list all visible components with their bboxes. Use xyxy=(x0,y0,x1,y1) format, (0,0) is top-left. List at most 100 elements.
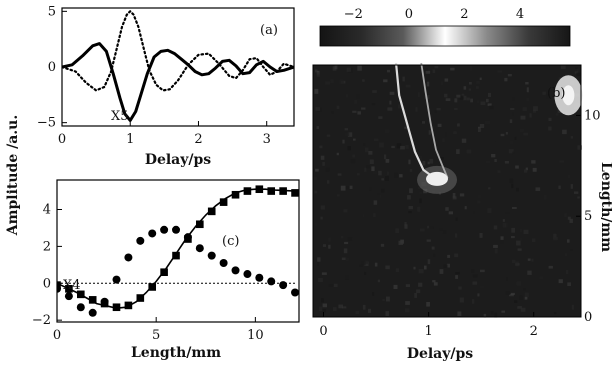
heatmap-noise xyxy=(459,193,465,197)
heatmap-noise xyxy=(446,263,451,268)
panel-b-xlabel: Delay/ps xyxy=(407,346,473,362)
heatmap-noise xyxy=(344,128,349,131)
heatmap-noise xyxy=(544,194,547,200)
heatmap-noise xyxy=(519,295,523,300)
heatmap-noise xyxy=(409,188,413,194)
panel-c-ytick-label: 2 xyxy=(43,239,51,254)
heatmap-noise xyxy=(391,145,395,149)
heatmap-noise xyxy=(485,160,491,163)
heatmap-noise xyxy=(571,304,574,310)
heatmap-noise xyxy=(553,312,557,315)
heatmap-noise xyxy=(395,268,400,272)
heatmap-noise xyxy=(515,165,519,169)
heatmap-noise xyxy=(319,145,323,149)
panel-c-square-point xyxy=(291,189,299,197)
heatmap-noise xyxy=(450,67,455,71)
heatmap-noise xyxy=(352,106,356,111)
heatmap-noise xyxy=(526,87,529,93)
heatmap-noise xyxy=(322,303,328,308)
heatmap-noise xyxy=(497,170,501,173)
panel-c-square-point xyxy=(219,198,228,206)
panel-c-circle-point xyxy=(136,236,145,245)
panel-c-tag: (c) xyxy=(222,234,239,249)
heatmap-noise xyxy=(511,236,515,239)
heatmap-noise xyxy=(501,310,506,313)
heatmap-noise xyxy=(459,95,464,100)
panel-b-ytick-label: 5 xyxy=(584,209,592,224)
panel-c-circle-point xyxy=(64,292,73,301)
heatmap-noise xyxy=(442,230,447,234)
heatmap-frame xyxy=(312,64,582,318)
panel-a-series-solid xyxy=(62,42,294,122)
heatmap-noise xyxy=(539,239,542,242)
heatmap-noise xyxy=(576,72,581,77)
heatmap-noise xyxy=(491,138,496,142)
heatmap-noise xyxy=(514,136,517,140)
heatmap-noise xyxy=(567,216,571,220)
panel-c-circle-point xyxy=(88,308,97,317)
heatmap-noise xyxy=(480,269,485,273)
panel-c-circle-point xyxy=(267,277,276,286)
heatmap-ridge-right xyxy=(420,62,449,179)
heatmap-noise xyxy=(381,188,385,193)
heatmap-noise xyxy=(441,81,444,86)
heatmap-noise xyxy=(386,296,390,302)
panel-a-xtick-label: 3 xyxy=(263,132,271,147)
heatmap-noise xyxy=(384,129,390,133)
panel-c-square-point xyxy=(231,190,240,199)
heatmap-noise xyxy=(322,244,327,247)
heatmap-noise xyxy=(320,216,323,220)
panel-c-xlabel: Length/mm xyxy=(131,345,221,361)
heatmap-noise xyxy=(566,269,569,275)
panel-c-square-point xyxy=(207,207,216,216)
heatmap-noise xyxy=(405,301,410,305)
panel-c-ytick-label: 4 xyxy=(43,203,51,218)
heatmap-noise xyxy=(378,116,383,119)
heatmap-noise xyxy=(418,186,423,190)
heatmap-noise xyxy=(491,154,496,158)
heatmap-noise xyxy=(570,249,573,252)
heatmap-noise xyxy=(525,167,528,171)
heatmap-noise xyxy=(422,121,425,124)
heatmap-noise xyxy=(348,268,353,271)
colorbar xyxy=(319,25,571,47)
panel-a-xtick-label: 1 xyxy=(126,132,134,147)
heatmap-noise xyxy=(440,157,444,160)
panel-c-circle-point xyxy=(219,258,228,267)
heatmap-noise xyxy=(558,185,561,190)
heatmap-noise xyxy=(344,132,350,137)
heatmap-noise xyxy=(314,190,318,194)
heatmap-noise xyxy=(359,264,363,267)
heatmap-noise xyxy=(325,167,330,172)
heatmap-noise xyxy=(448,125,451,128)
heatmap-noise xyxy=(531,160,536,164)
heatmap-noise xyxy=(427,161,430,165)
heatmap-noise xyxy=(479,285,485,289)
panel-c-circle-point xyxy=(195,244,204,253)
heatmap-noise xyxy=(564,253,568,257)
heatmap-noise xyxy=(545,94,550,100)
panel-c-square-point xyxy=(88,296,97,304)
heatmap-noise xyxy=(529,113,532,118)
heatmap-noise xyxy=(567,282,571,287)
heatmap-noise xyxy=(417,206,421,212)
heatmap-noise xyxy=(562,129,567,135)
heatmap-noise xyxy=(483,313,487,318)
heatmap-noise xyxy=(452,143,455,149)
heatmap-noise xyxy=(400,93,404,96)
heatmap-noise xyxy=(476,80,480,84)
heatmap-noise xyxy=(340,185,346,191)
heatmap-noise xyxy=(377,279,381,283)
heatmap-noise xyxy=(347,237,353,241)
heatmap-noise xyxy=(357,65,362,71)
heatmap-noise xyxy=(373,213,376,218)
heatmap-noise xyxy=(511,183,514,189)
heatmap-noise xyxy=(480,101,486,106)
heatmap-noise xyxy=(361,107,366,110)
heatmap-noise xyxy=(373,200,378,205)
heatmap-noise xyxy=(352,154,356,158)
heatmap-noise xyxy=(477,200,481,204)
heatmap-noise xyxy=(477,100,480,104)
heatmap-noise xyxy=(454,107,458,111)
heatmap-noise xyxy=(350,159,356,164)
